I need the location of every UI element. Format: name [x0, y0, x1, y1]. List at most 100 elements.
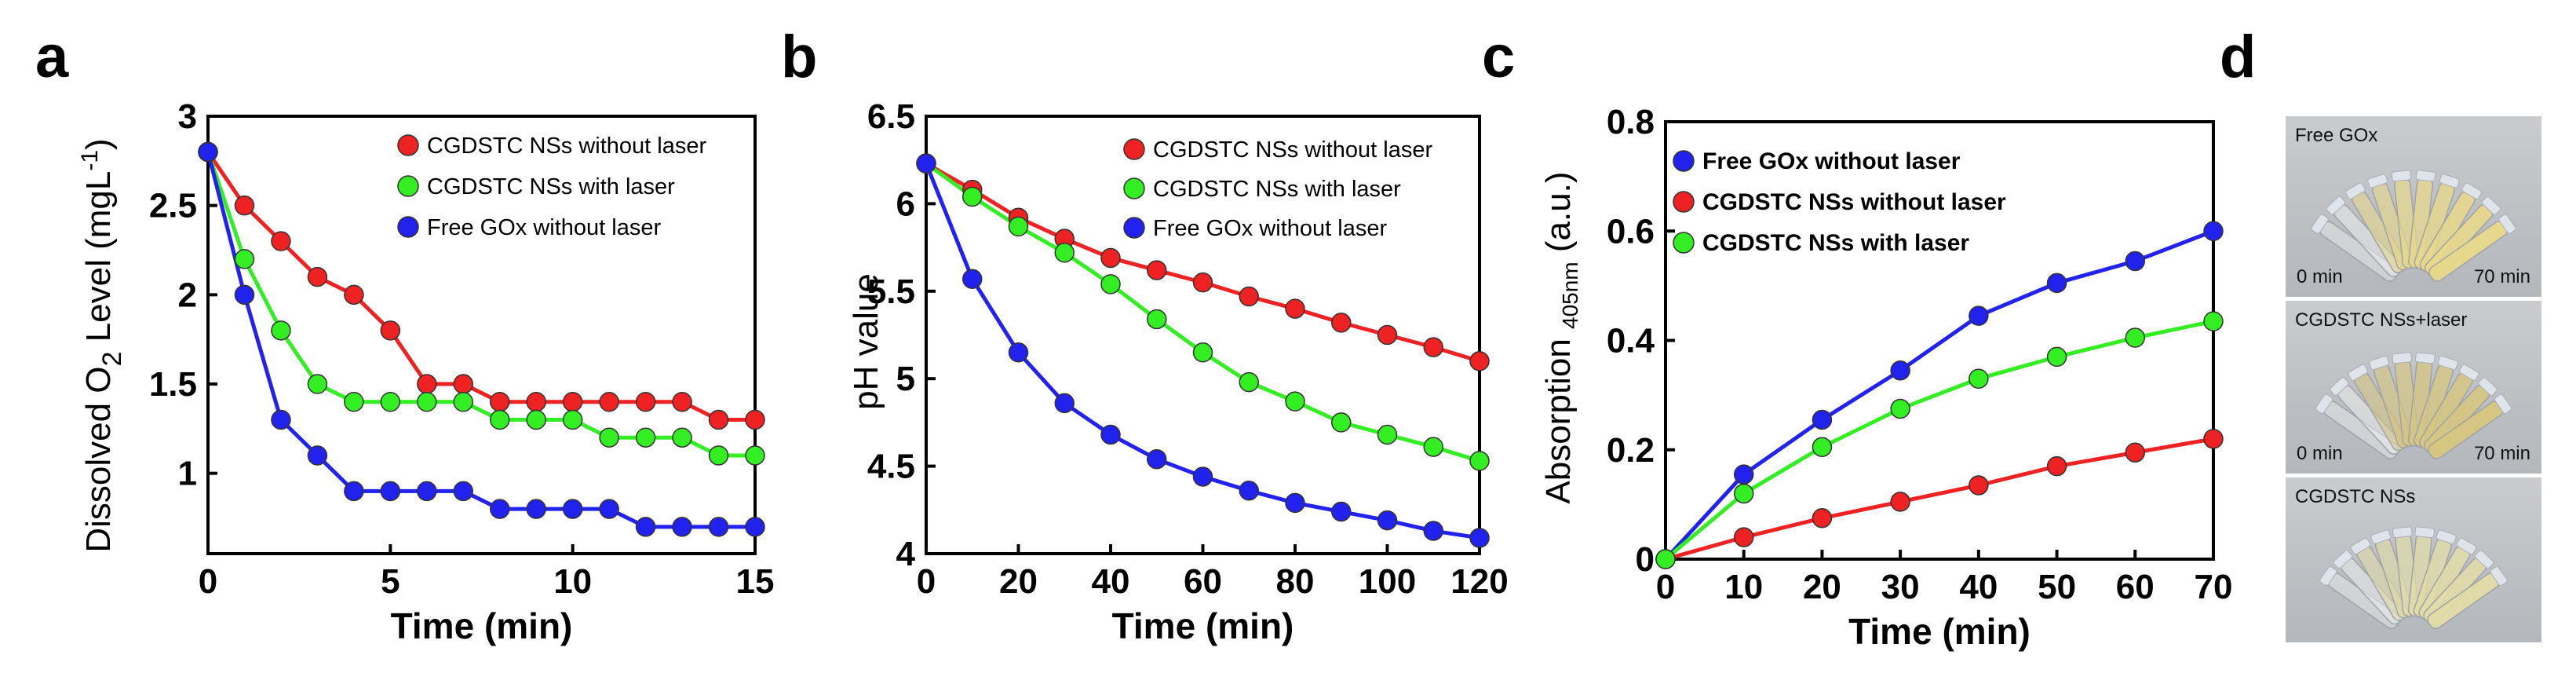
series-line-0: [206, 151, 755, 422]
data-point: [1285, 298, 1305, 319]
data-point: [417, 392, 437, 412]
data-point: [1812, 437, 1833, 458]
panel-letter-a: a: [35, 24, 69, 90]
x-tick-label: 70: [2195, 568, 2233, 606]
data-point: [1377, 324, 1398, 346]
legend-marker: [1123, 177, 1145, 199]
data-point: [1812, 508, 1833, 529]
photo-start-label: 0 min: [2297, 266, 2343, 287]
data-point: [1377, 510, 1398, 531]
data-point: [1968, 475, 1989, 496]
photo-label: CGDSTC NSs+laser: [2295, 309, 2467, 331]
legend-marker: [397, 134, 419, 156]
legend-label: CGDSTC NSs with laser: [427, 174, 675, 199]
data-point: [198, 141, 218, 163]
data-point: [1285, 391, 1305, 412]
data-point: [708, 517, 729, 537]
data-point: [1890, 360, 1910, 381]
data-point: [635, 517, 656, 537]
panel-letter-b: b: [781, 24, 817, 90]
legend-label: CGDSTC NSs without laser: [427, 134, 706, 159]
data-point: [1239, 481, 1259, 501]
data-point: [1192, 342, 1213, 363]
y-tick-label: 1.5: [149, 365, 197, 404]
data-point: [1285, 492, 1305, 514]
chart-a-xlabel: Time (min): [391, 605, 573, 646]
series-line-2: [206, 151, 755, 529]
data-point: [1423, 521, 1443, 541]
x-tick-label: 5: [381, 562, 400, 601]
panel-letter-c: c: [1482, 24, 1515, 90]
data-point: [745, 409, 765, 430]
data-point: [1100, 424, 1121, 445]
data-point: [562, 409, 583, 430]
data-point: [2125, 251, 2146, 272]
photo-1: Free GOx 0 min 70 min: [2286, 116, 2541, 297]
data-point: [1008, 342, 1029, 363]
y-tick-label: 6: [896, 185, 915, 223]
data-point: [1469, 451, 1490, 471]
series-line-0: [1664, 229, 2214, 561]
data-point: [745, 445, 765, 466]
data-point: [1100, 247, 1121, 269]
data-point: [708, 445, 729, 466]
y-tick-label: 2.5: [149, 187, 197, 225]
y-tick-label: 0.2: [1607, 431, 1655, 470]
x-tick-label: 0: [917, 562, 936, 601]
data-point: [526, 392, 546, 412]
photo-label: CGDSTC NSs: [2295, 486, 2415, 507]
legend-marker: [1673, 232, 1695, 254]
photo-panel: Free GOx 0 min 70 min CGDSTC NSs+laser 0 min…: [2286, 116, 2541, 642]
photo-end-label: 70 min: [2474, 266, 2530, 287]
data-point: [1968, 368, 1989, 389]
data-point: [1812, 409, 1833, 430]
series-line-1: [925, 162, 1480, 463]
series-line-2: [1664, 319, 2214, 561]
x-tick-label: 60: [1184, 562, 1222, 601]
data-point: [344, 392, 364, 412]
data-point: [599, 499, 619, 519]
data-point: [962, 186, 983, 207]
legend-label: CGDSTC NSs with laser: [1153, 177, 1401, 202]
data-point: [1423, 437, 1443, 457]
x-tick-label: 30: [1881, 568, 1920, 606]
legend-label: Free GOx without laser: [427, 215, 661, 240]
y-tick-label: 0: [1636, 540, 1655, 579]
x-tick-label: 40: [1092, 562, 1130, 601]
data-point: [1008, 216, 1029, 237]
chart-c-xlabel: Time (min): [1848, 611, 2031, 652]
data-point: [672, 392, 692, 412]
tube: [2319, 565, 2400, 629]
data-point: [1733, 527, 1754, 547]
data-point: [417, 374, 437, 394]
data-point: [1054, 243, 1075, 263]
data-point: [1331, 313, 1352, 333]
x-tick-label: 20: [1803, 568, 1841, 606]
legend-label: CGDSTC NSs without laser: [1153, 137, 1432, 163]
y-tick-label: 0.4: [1607, 322, 1655, 360]
photo-2: CGDSTC NSs+laser 0 min 70 min: [2286, 301, 2541, 474]
data-point: [344, 481, 364, 502]
photo-3: CGDSTC NSs: [2286, 477, 2541, 642]
legend-marker: [1673, 150, 1695, 172]
data-point: [1100, 274, 1121, 294]
y-tick-label: 5: [896, 360, 915, 398]
data-point: [453, 481, 474, 502]
data-point: [271, 320, 291, 341]
x-tick-label: 10: [1724, 568, 1763, 606]
data-point: [1239, 371, 1259, 393]
data-point: [672, 427, 692, 448]
chart-a-frame: [206, 115, 757, 555]
data-point: [672, 517, 692, 537]
y-tick-label: 2: [178, 276, 197, 314]
chart-b: 0 20 40 60 80 100 120 4 4.5 5 5.5 6 6.5 Time (min) CGD…: [867, 97, 1509, 646]
x-tick-label: 40: [1959, 568, 1998, 606]
legend-marker: [397, 175, 419, 197]
data-point: [1469, 528, 1490, 548]
data-point: [1192, 272, 1213, 293]
x-tick-label: 20: [999, 562, 1038, 601]
tube: [2427, 565, 2508, 629]
y-tick-label: 0.6: [1607, 212, 1655, 251]
photo-end-label: 70 min: [2474, 443, 2530, 464]
data-point: [635, 427, 656, 448]
